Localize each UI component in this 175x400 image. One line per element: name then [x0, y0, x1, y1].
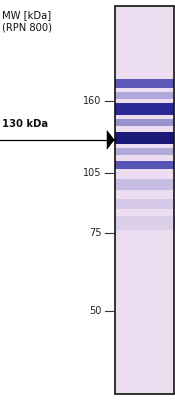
Text: (RPN 800): (RPN 800): [2, 22, 52, 32]
Bar: [115, 6, 174, 394]
Bar: [115, 118, 174, 126]
Text: 160: 160: [83, 96, 102, 106]
Text: 105: 105: [83, 168, 102, 178]
Text: 50: 50: [89, 306, 102, 316]
Text: 75: 75: [89, 228, 102, 238]
Polygon shape: [107, 130, 115, 150]
Bar: [115, 103, 174, 115]
Bar: [115, 199, 174, 209]
Bar: [115, 161, 174, 169]
Text: MW [kDa]: MW [kDa]: [2, 10, 51, 20]
Bar: [115, 132, 174, 144]
Bar: [115, 92, 174, 99]
Bar: [115, 179, 174, 190]
Bar: [115, 6, 174, 394]
Bar: [115, 216, 174, 230]
Text: 130 kDa: 130 kDa: [2, 119, 48, 129]
Bar: [115, 148, 174, 155]
Bar: [115, 79, 174, 88]
